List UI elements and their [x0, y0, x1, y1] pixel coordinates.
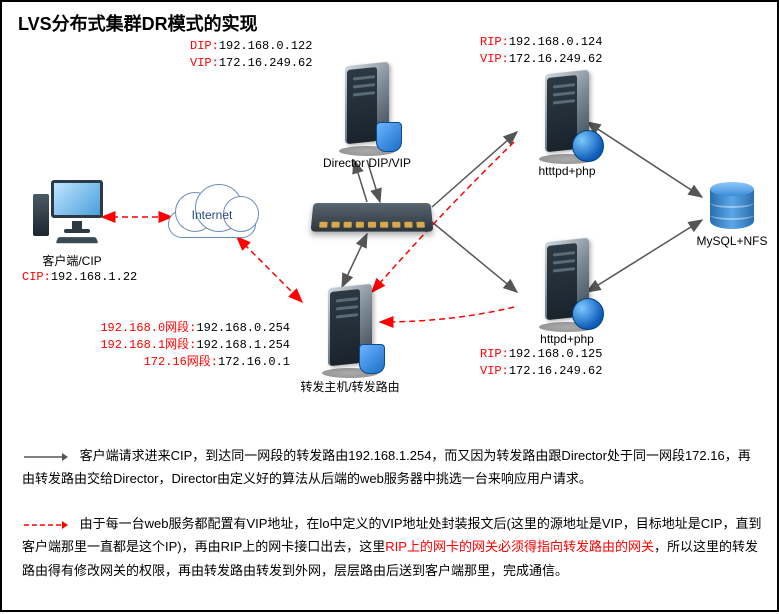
director-ips: DIP:192.168.0.122 VIP:172.16.249.62: [190, 38, 310, 72]
router-net1-label: 192.168.1网段:: [100, 338, 196, 352]
pc-icon: [33, 180, 111, 250]
web2-ips: RIP:192.168.0.125 VIP:172.16.249.62: [480, 346, 602, 380]
node-client: 客户端/CIP CIP:192.168.1.22: [22, 180, 122, 286]
router-net0-label: 192.168.0网段:: [100, 321, 196, 335]
legend-solid-arrow-icon: [22, 451, 68, 463]
router-net2-ip: 172.16.0.1: [218, 355, 290, 369]
server-icon: [321, 286, 379, 376]
node-web2: httpd+php: [512, 240, 622, 346]
web2-label: httpd+php: [512, 332, 622, 346]
router-net0-ip: 192.168.0.254: [196, 321, 290, 335]
server-icon: [538, 72, 596, 162]
diagram-title: LVS分布式集群DR模式的实现: [18, 10, 258, 36]
web1-rip: 192.168.0.124: [509, 35, 603, 49]
director-label: Director DIP/VIP: [312, 156, 422, 170]
edge-switch-web1: [432, 132, 517, 207]
web1-ips: RIP:192.168.0.124 VIP:172.16.249.62: [480, 34, 602, 68]
node-internet: Internet: [167, 188, 257, 242]
web2-vip-label: VIP:: [480, 364, 509, 378]
web2-vip: 172.16.249.62: [509, 364, 603, 378]
client-cip-label: CIP:: [22, 270, 51, 284]
server-icon: [338, 64, 396, 154]
legend-dash-hl: RIP上的网卡的网关必须得指向转发路由的网关: [385, 539, 654, 554]
web2-rip-label: RIP:: [480, 347, 509, 361]
legend-solid: 客户端请求进来CIP，到达同一网段的转发路由192.168.1.254，而又因为…: [22, 444, 762, 491]
node-router: 转发主机/转发路由: [290, 286, 410, 395]
node-switch: [312, 202, 432, 232]
cloud-icon: Internet: [167, 188, 257, 242]
edge-switch-web2: [432, 222, 517, 292]
legend-solid-text: 客户端请求进来CIP，到达同一网段的转发路由192.168.1.254，而又因为…: [22, 448, 751, 486]
director-dip-label: DIP:: [190, 39, 219, 53]
web1-vip-label: VIP:: [480, 52, 509, 66]
web2-rip: 192.168.0.125: [509, 347, 603, 361]
switch-icon: [311, 203, 434, 232]
router-net2-label: 172.16网段:: [144, 355, 218, 369]
database-icon: [710, 182, 754, 232]
web1-rip-label: RIP:: [480, 35, 509, 49]
client-cip: 192.168.1.22: [51, 270, 137, 284]
router-net1-ip: 192.168.1.254: [196, 338, 290, 352]
edge-router-switch: [342, 234, 367, 287]
legend-dash-arrow-icon: [22, 519, 68, 531]
router-ips: 192.168.0网段:192.168.0.254 192.168.1网段:19…: [70, 320, 290, 370]
node-web1: htttpd+php: [512, 72, 622, 178]
node-director: Director DIP/VIP: [312, 64, 422, 170]
router-label: 转发主机/转发路由: [290, 378, 410, 395]
diagram-canvas: LVS分布式集群DR模式的实现: [0, 0, 779, 612]
web1-label: htttpd+php: [512, 164, 622, 178]
client-label: 客户端/CIP: [22, 252, 122, 269]
internet-label: Internet: [167, 208, 257, 222]
legend-dash: 由于每一台web服务都配置有VIP地址，在lo中定义的VIP地址处封装报文后(这…: [22, 512, 762, 582]
server-icon: [538, 240, 596, 330]
director-vip-label: VIP:: [190, 56, 219, 70]
web1-vip: 172.16.249.62: [509, 52, 603, 66]
director-vip: 172.16.249.62: [219, 56, 313, 70]
director-dip: 192.168.0.122: [219, 39, 313, 53]
db-label: MySQL+NFS: [692, 234, 772, 248]
node-db: MySQL+NFS: [692, 182, 772, 248]
